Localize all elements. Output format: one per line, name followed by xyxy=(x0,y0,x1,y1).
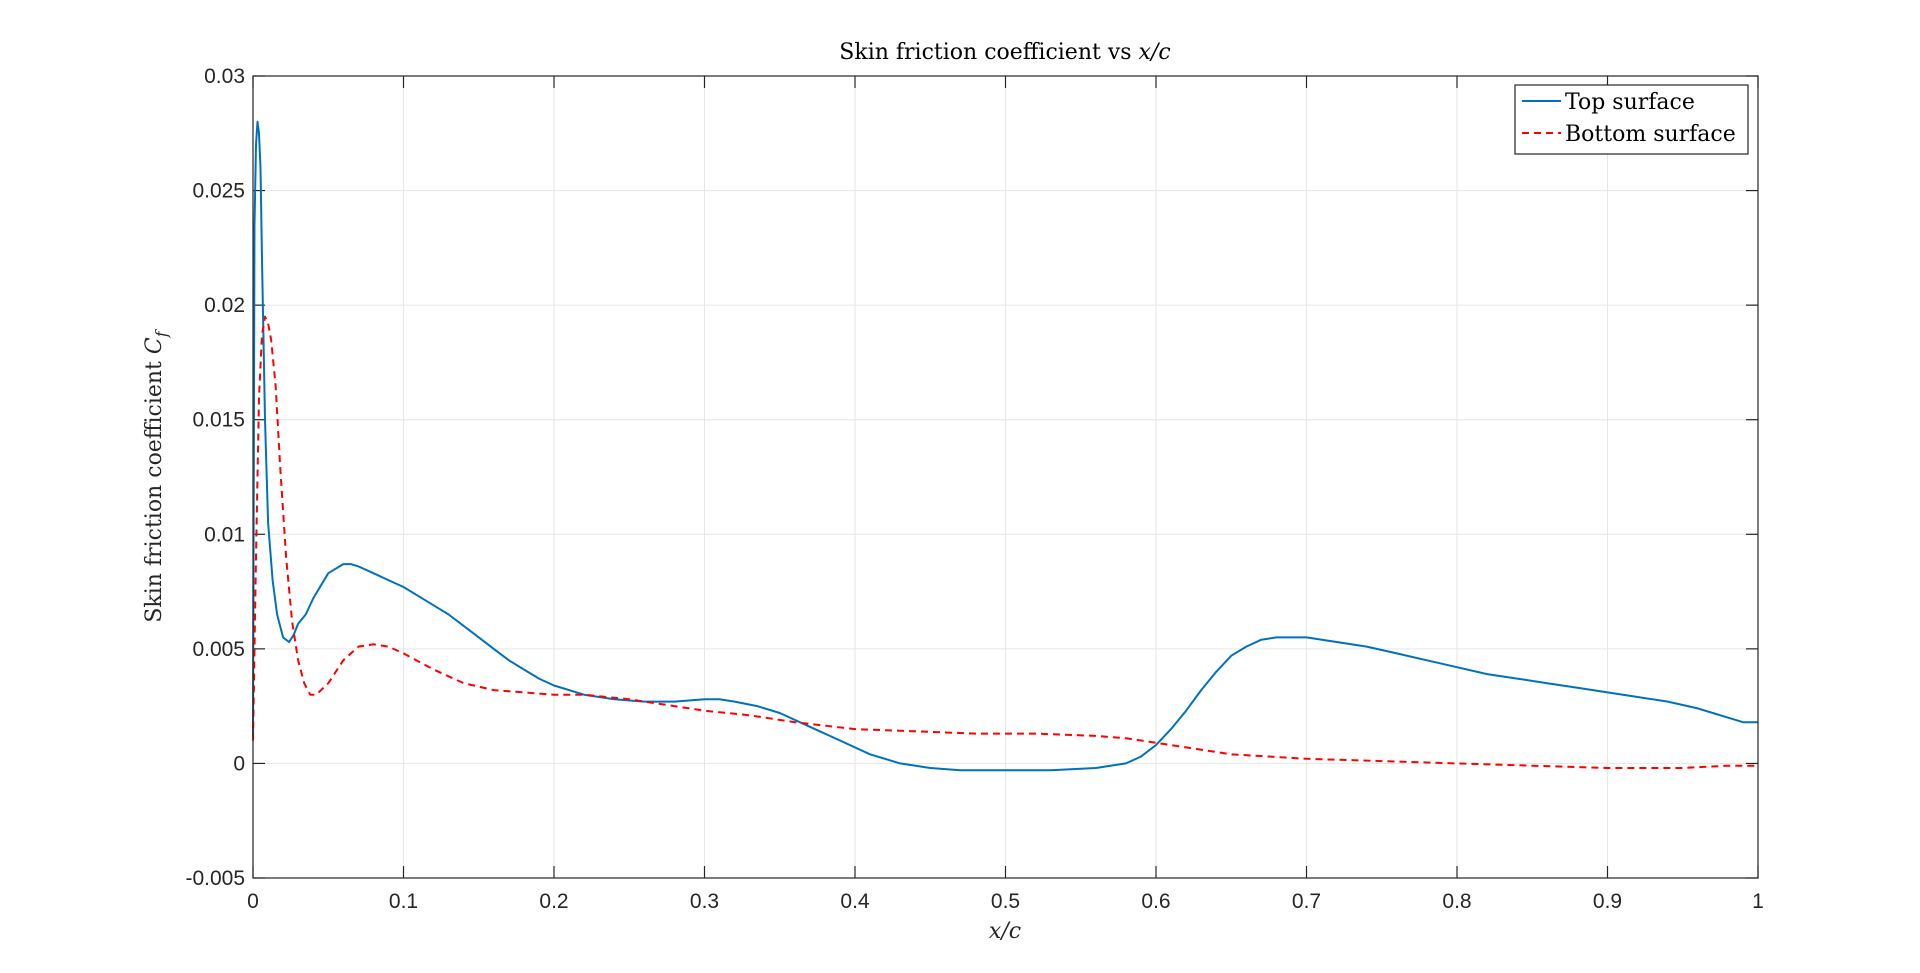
axes-box xyxy=(252,75,1759,879)
y-tick-label: 0.025 xyxy=(192,180,245,203)
legend-label-top-surface: Top surface xyxy=(1565,90,1695,115)
series-line-top-surface xyxy=(252,120,1758,772)
y-tick-labels: -0.005 0 0.005 0.01 0.015 0.02 0.025 0.03 xyxy=(185,65,245,890)
x-tick-label: 0 xyxy=(247,890,259,913)
x-tick-label: 1 xyxy=(1752,890,1764,913)
y-axis-label-math-sub: f xyxy=(152,328,171,338)
x-tick-label: 0.2 xyxy=(539,890,568,913)
y-axis-label: Skin friction coefficient Cf xyxy=(142,328,171,622)
y-tick-label: 0.02 xyxy=(204,294,245,317)
x-tick-label: 0.1 xyxy=(389,890,418,913)
grid-lines xyxy=(253,76,1758,878)
x-tick-labels: 0 0.1 0.2 0.3 0.4 0.5 0.6 0.7 0.8 0.9 1 xyxy=(247,890,1764,913)
series-lines xyxy=(252,120,1758,772)
legend-box xyxy=(1514,84,1749,155)
y-tick-label: 0.01 xyxy=(204,523,245,546)
x-tick-label: 0.3 xyxy=(690,890,719,913)
chart-title: Skin friction coefficient vs x/c xyxy=(839,40,1170,65)
x-tick-label: 0.6 xyxy=(1141,890,1170,913)
y-tick-label: 0.03 xyxy=(204,65,245,88)
y-tick-label: -0.005 xyxy=(185,867,245,890)
y-tick-label: 0.015 xyxy=(192,409,245,432)
y-tick-label: 0 xyxy=(233,752,245,775)
x-tick-label: 0.8 xyxy=(1442,890,1471,913)
y-axis-label-math-base: C xyxy=(142,337,167,354)
y-axis-label-prefix: Skin friction coefficient xyxy=(142,354,167,623)
legend-label-bottom-surface: Bottom surface xyxy=(1565,122,1736,147)
x-tick-label: 0.5 xyxy=(991,890,1020,913)
chart-title-prefix: Skin friction coefficient vs xyxy=(839,40,1138,65)
x-axis-label: x/c xyxy=(989,919,1021,944)
x-tick-label: 0.9 xyxy=(1593,890,1622,913)
chart-title-math: x/c xyxy=(1139,40,1171,65)
y-tick-label: 0.005 xyxy=(192,638,245,661)
x-tick-label: 0.7 xyxy=(1292,890,1321,913)
legend: Top surface Bottom surface xyxy=(1514,84,1749,155)
x-tick-label: 0.4 xyxy=(840,890,870,913)
